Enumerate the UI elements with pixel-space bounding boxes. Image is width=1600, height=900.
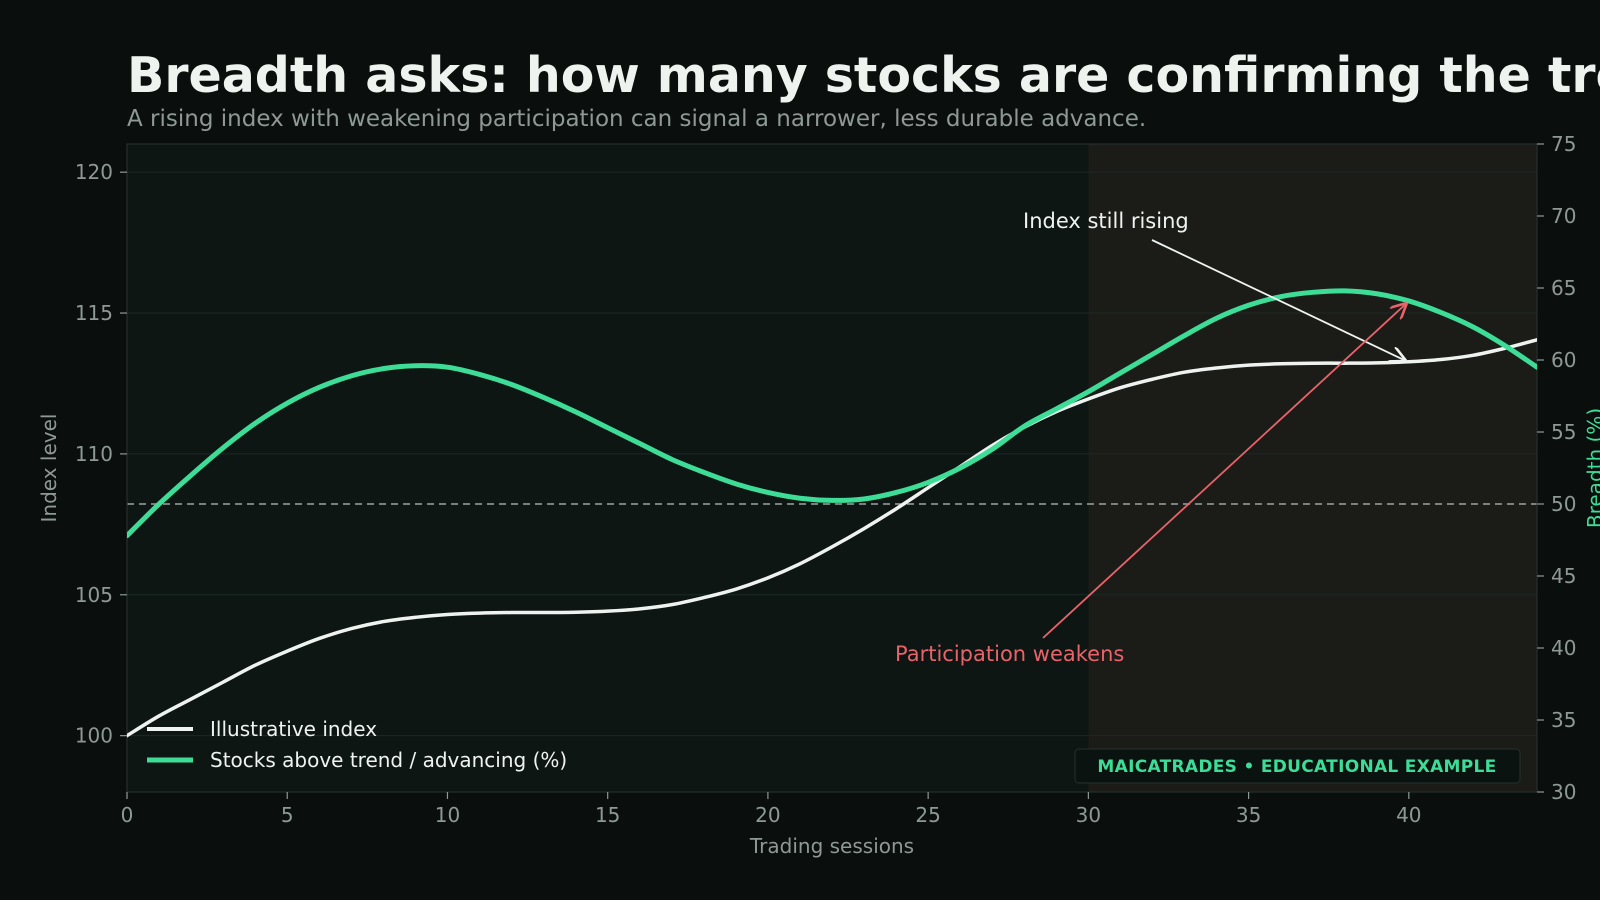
legend-label-index: Illustrative index (210, 717, 377, 741)
y-right-tick-label: 35 (1551, 708, 1576, 732)
y-left-tick-label: 110 (75, 442, 113, 466)
y-right-tick-label: 40 (1551, 636, 1576, 660)
y-left-axis-ticks: 100 105 110 115 120 (75, 160, 127, 748)
legend-label-breadth: Stocks above trend / advancing (%) (210, 748, 567, 772)
plot-frame (126, 143, 1538, 793)
y-left-tick-label: 115 (75, 301, 113, 325)
annotation-arrow-participation (1042, 304, 1406, 639)
y-right-tick-label: 45 (1551, 564, 1576, 588)
x-tick-label: 30 (1076, 803, 1101, 827)
series-line-breadth (127, 288, 1537, 539)
y-right-tick-label: 50 (1551, 492, 1576, 516)
x-tick-label: 5 (281, 803, 294, 827)
grid-lines (127, 171, 1537, 737)
y-right-tick-label: 30 (1551, 780, 1576, 804)
x-tick-label: 15 (595, 803, 620, 827)
y-right-tick-label: 55 (1551, 420, 1576, 444)
annotation-arrow-index (1151, 239, 1405, 360)
x-tick-label: 0 (121, 803, 134, 827)
y-left-tick-label: 105 (75, 583, 113, 607)
x-axis-ticks: 0 5 10 15 20 25 30 35 40 (121, 792, 1422, 827)
y-left-tick-label: 100 (75, 724, 113, 748)
x-tick-label: 20 (755, 803, 780, 827)
y-left-axis-label: Index level (37, 414, 61, 523)
series-line-illustrative-index (127, 338, 1537, 738)
legend: Illustrative index Stocks above trend / … (147, 717, 567, 772)
y-left-tick-label: 120 (75, 160, 113, 184)
x-tick-label: 40 (1396, 803, 1421, 827)
x-tick-label: 35 (1236, 803, 1261, 827)
chart-title: Breadth asks: how many stocks are confir… (127, 47, 1600, 104)
y-right-axis-ticks: 30 35 40 45 50 55 60 65 70 75 (1537, 132, 1576, 804)
y-right-tick-label: 75 (1551, 132, 1576, 156)
watermark-badge: MAICATRADES • EDUCATIONAL EXAMPLE (1074, 748, 1521, 784)
y-right-tick-label: 65 (1551, 276, 1576, 300)
watermark-text: MAICATRADES • EDUCATIONAL EXAMPLE (1097, 757, 1496, 777)
x-tick-label: 10 (435, 803, 460, 827)
x-axis-label: Trading sessions (749, 834, 914, 858)
y-right-tick-label: 60 (1551, 348, 1576, 372)
y-right-tick-label: 70 (1551, 204, 1576, 228)
shaded-region (1088, 144, 1537, 792)
y-right-axis-label: Breadth (%) (1583, 408, 1600, 528)
chart-subtitle: A rising index with weakening participat… (127, 106, 1146, 132)
annotation-participation-weakens: Participation weakens (895, 642, 1124, 666)
x-tick-label: 25 (915, 803, 940, 827)
annotation-index-still-rising: Index still rising (1023, 209, 1189, 233)
